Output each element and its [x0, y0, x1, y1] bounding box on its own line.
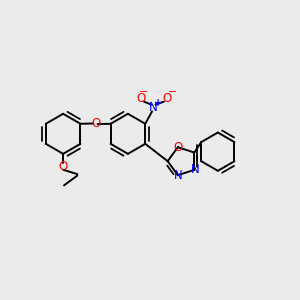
Text: N: N: [190, 163, 199, 176]
Text: O: O: [136, 92, 145, 105]
Text: O: O: [162, 92, 172, 105]
Text: O: O: [91, 117, 100, 130]
Text: +: +: [154, 98, 162, 108]
Text: N: N: [149, 101, 158, 114]
Text: −: −: [139, 87, 148, 97]
Text: O: O: [173, 141, 182, 154]
Text: N: N: [173, 169, 182, 182]
Text: −: −: [168, 87, 177, 97]
Text: O: O: [58, 160, 68, 173]
